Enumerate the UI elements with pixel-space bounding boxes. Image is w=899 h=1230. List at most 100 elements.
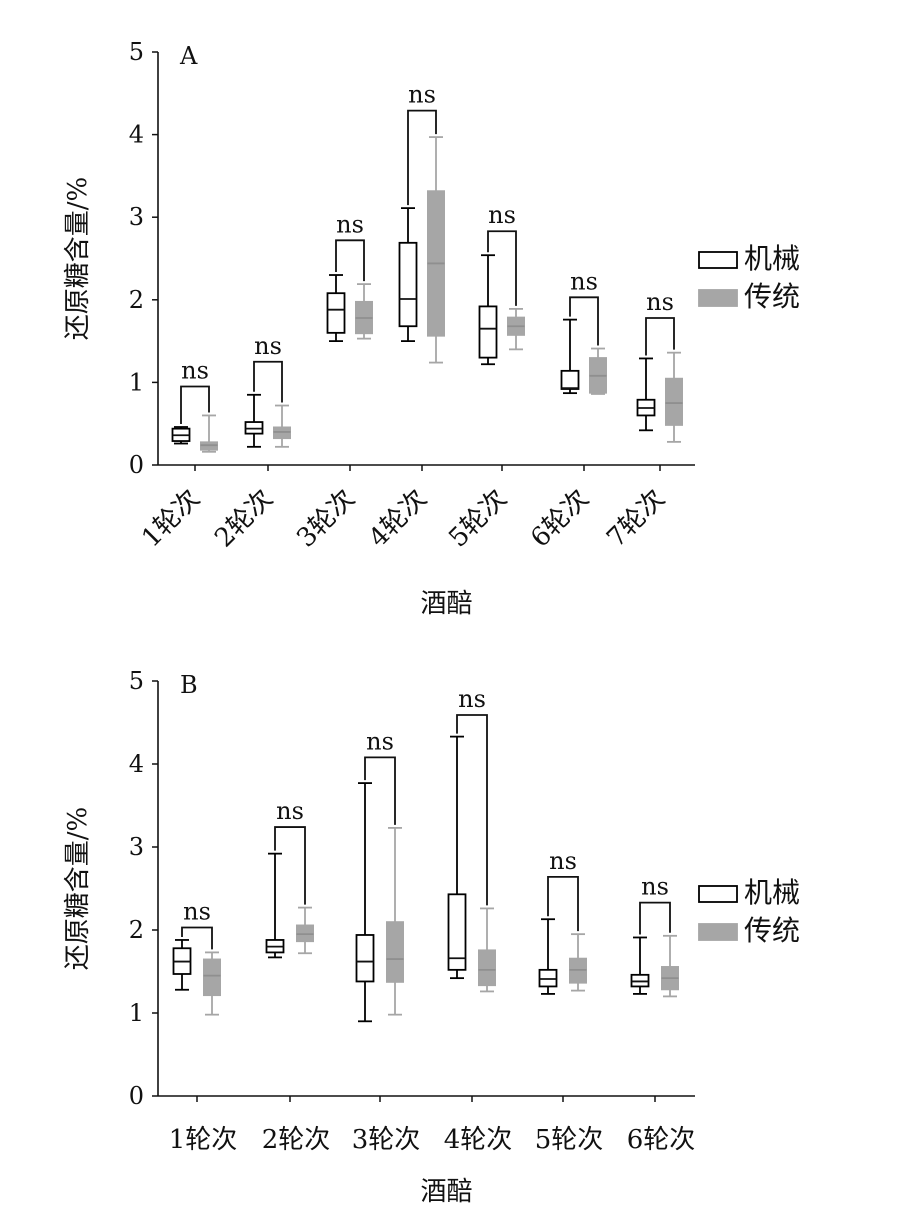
significance-bracket: ns <box>253 332 283 403</box>
box-iqr <box>447 893 467 971</box>
legend-swatch-traditional <box>698 923 738 941</box>
box-mechanical <box>538 918 558 995</box>
box-iqr <box>560 369 580 390</box>
significance-bracket: ns <box>335 210 365 282</box>
significance-bracket: ns <box>645 288 675 356</box>
y-tick: 1 <box>129 999 158 1027</box>
y-tick: 0 <box>129 1082 158 1110</box>
x-tick-label: 1轮次 <box>169 1125 238 1155</box>
significance-label: ns <box>488 201 516 229</box>
box-iqr <box>326 292 346 334</box>
box-mechanical <box>560 318 580 395</box>
y-tick-label: 3 <box>129 203 144 231</box>
x-tick-label: 6轮次 <box>525 484 595 554</box>
significance-bracket: ns <box>569 267 599 346</box>
panel-letter: B <box>180 671 198 699</box>
chart-panel-a: 0 1 2 3 4 5 A 还原糖含量/% 酒醅 1轮次 2轮次 3轮次 4轮次 5轮次 6轮次 7轮次 ns n… <box>63 38 800 619</box>
legend-swatch-mechanical <box>698 885 738 903</box>
bracket-line <box>181 926 213 950</box>
x-tick-label: 5轮次 <box>443 484 513 554</box>
x-axis-label: 酒醅 <box>420 589 472 619</box>
y-tick-label: 2 <box>129 286 144 314</box>
y-tick-label: 3 <box>129 833 144 861</box>
box-mechanical <box>355 782 375 1023</box>
x-tick-label: 2轮次 <box>262 1125 331 1155</box>
box-iqr <box>478 949 496 987</box>
significance-bracket: ns <box>274 797 306 905</box>
bracket-line <box>364 756 396 825</box>
significance-bracket: ns <box>547 847 579 932</box>
x-tick-label: 1轮次 <box>136 484 206 554</box>
y-tick-label: 4 <box>129 121 144 149</box>
significance-bracket: ns <box>487 201 517 306</box>
bracket-line <box>487 230 517 306</box>
box-mechanical <box>244 393 264 448</box>
bracket-line <box>253 360 283 403</box>
box-mechanical <box>326 274 346 343</box>
bracket-line <box>274 826 306 905</box>
y-axis-label: 还原糖含量/% <box>63 177 93 340</box>
significance-label: ns <box>181 357 209 385</box>
box-iqr <box>386 921 404 983</box>
significance-bracket: ns <box>456 685 488 906</box>
significance-bracket: ns <box>180 357 210 425</box>
y-tick-label: 2 <box>129 916 144 944</box>
significance-label: ns <box>549 847 577 875</box>
bracket-line <box>547 875 579 932</box>
bracket-line <box>645 317 675 356</box>
box-mechanical <box>171 426 191 445</box>
significance-bracket: ns <box>407 81 437 206</box>
significance-bracket: ns <box>181 898 213 950</box>
significance-label: ns <box>276 797 304 825</box>
significance-label: ns <box>336 210 364 238</box>
y-tick-label: 4 <box>129 750 144 778</box>
y-tick: 4 <box>129 750 158 778</box>
significance-label: ns <box>408 81 436 109</box>
box-mechanical <box>630 936 650 995</box>
legend-label-traditional: 传统 <box>744 280 800 313</box>
legend-label-traditional: 传统 <box>744 914 800 947</box>
box-iqr <box>203 958 221 997</box>
box-traditional <box>569 933 587 992</box>
box-traditional <box>273 404 291 448</box>
x-tick-label: 7轮次 <box>601 484 671 554</box>
y-tick-label: 0 <box>129 451 144 479</box>
y-tick: 0 <box>129 451 158 479</box>
chart-panel-b: 0 1 2 3 4 5 B 还原糖含量/% 酒醅 1轮次 2轮次 3轮次 4轮次 5轮次 6轮次 ns ns ns… <box>63 667 800 1207</box>
significance-label: ns <box>183 898 211 926</box>
legend-swatch-mechanical <box>698 251 738 269</box>
bracket-line <box>456 714 488 906</box>
box-traditional <box>355 283 373 340</box>
y-tick: 2 <box>129 916 158 944</box>
x-tick-label: 4轮次 <box>444 1125 513 1155</box>
bracket-line <box>180 385 210 425</box>
box-traditional <box>589 347 607 395</box>
significance-bracket: ns <box>364 727 396 825</box>
box-traditional <box>665 351 683 443</box>
box-traditional <box>386 827 404 1016</box>
box-mechanical <box>636 357 656 432</box>
legend-label-mechanical: 机械 <box>744 876 800 909</box>
box-iqr <box>478 305 498 359</box>
panel-letter: A <box>179 42 198 70</box>
bracket-line <box>335 239 365 282</box>
y-tick: 2 <box>129 286 158 314</box>
box-iqr <box>665 377 683 426</box>
box-mechanical <box>478 254 498 366</box>
box-mechanical <box>265 852 285 959</box>
y-tick: 5 <box>129 667 158 695</box>
box-mechanical <box>398 207 418 343</box>
x-tick-label: 2轮次 <box>209 484 279 554</box>
x-tick-label: 3轮次 <box>291 484 361 554</box>
box-traditional <box>507 307 525 351</box>
legend-swatch-traditional <box>698 289 738 307</box>
x-tick-label: 4轮次 <box>363 484 433 554</box>
legend-label-mechanical: 机械 <box>744 242 800 275</box>
significance-bracket: ns <box>639 873 671 935</box>
box-traditional <box>661 934 679 998</box>
box-iqr <box>398 241 418 328</box>
y-tick: 4 <box>129 121 158 149</box>
y-tick-label: 0 <box>129 1082 144 1110</box>
